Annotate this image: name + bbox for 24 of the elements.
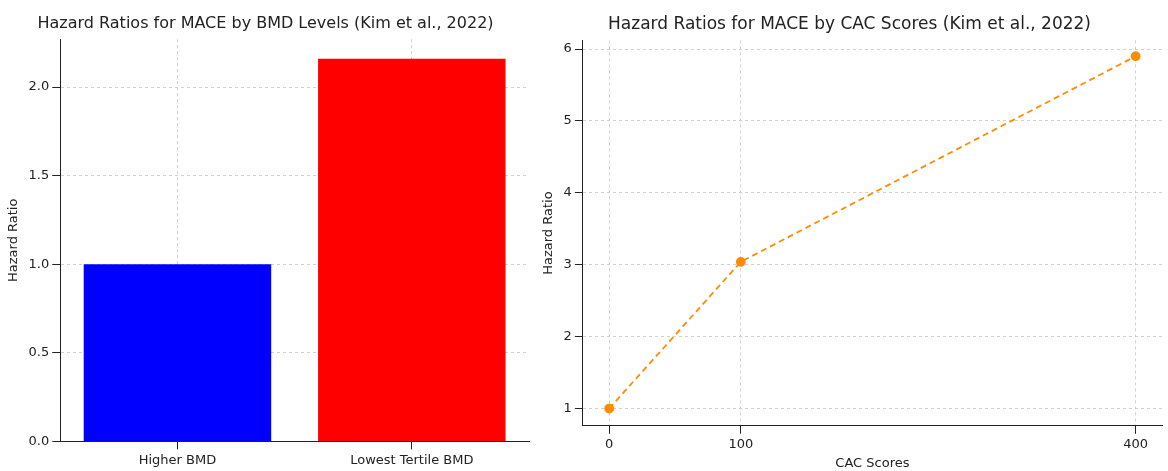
y-tick-label: 2.0 (28, 78, 50, 94)
y-axis-title: Hazard Ratio (540, 191, 556, 275)
y-tick-label: 0.5 (28, 344, 50, 360)
y-tick-label: 5 (563, 112, 572, 128)
point (735, 256, 746, 267)
y-tick-label: 6 (563, 40, 572, 56)
x-tick-label: 0 (605, 435, 614, 451)
y-tick-label: 1 (563, 399, 572, 415)
y-tick-label: 2 (563, 328, 572, 344)
y-tick-label: 1.5 (28, 167, 50, 182)
y-tick-label: 1.0 (28, 255, 50, 271)
y-tick-label: 4 (563, 184, 572, 200)
y-tick-label: 3 (563, 256, 572, 272)
x-axis-title: CAC Scores (835, 454, 910, 470)
y-axis-title: Hazard Ratio (5, 198, 21, 283)
point (1130, 51, 1141, 62)
x-tick-label: 100 (728, 435, 754, 451)
y-tick-label: 0.0 (28, 432, 50, 448)
chart-title: Hazard Ratios for MACE by CAC Scores (Kim et al., 2022) (608, 12, 1091, 33)
x-tick-label: Higher BMD (138, 451, 217, 467)
x-tick-label: Lowest Tertile BMD (350, 451, 474, 467)
x-tick-label: 400 (1123, 435, 1149, 451)
point (604, 403, 615, 414)
chart-title: Hazard Ratios for MACE by BMD Levels (Kim et al., 2022) (37, 12, 494, 32)
